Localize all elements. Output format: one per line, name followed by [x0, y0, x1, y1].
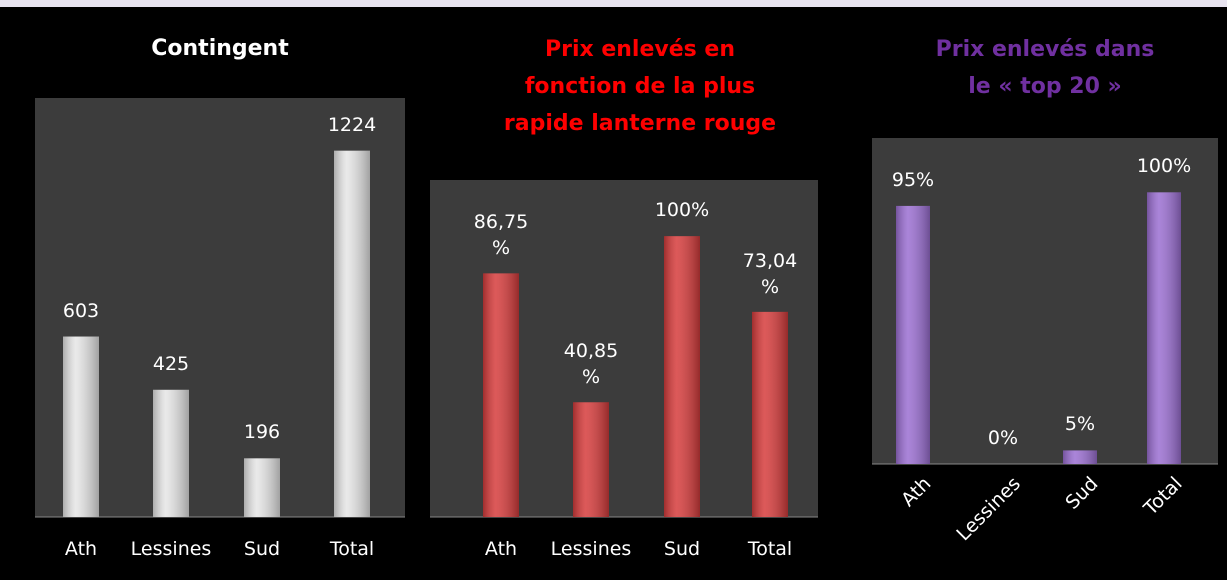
data-label: 196	[243, 421, 281, 444]
x-tick-label: Total	[329, 538, 375, 560]
bar-shade	[483, 273, 519, 517]
bar-shade	[664, 236, 700, 517]
bar-shade	[63, 336, 99, 517]
bar-shade	[573, 402, 609, 517]
x-tick-label: Sud	[243, 538, 281, 560]
data-label: 73,04 %	[742, 249, 798, 298]
data-label: 1224	[327, 113, 377, 136]
data-label: 0%	[987, 427, 1019, 449]
data-label: 5%	[1064, 413, 1096, 436]
data-label: 40,85 %	[563, 340, 619, 388]
x-tick-label: Lessines	[130, 538, 212, 560]
chart-title: Contingent	[151, 36, 289, 61]
bar-shade	[1147, 192, 1181, 465]
x-tick-label: Ath	[64, 538, 98, 560]
x-tick-label: Lessines	[550, 538, 632, 560]
chart-title: Prix enlevés dans le « top 20 »	[935, 37, 1155, 99]
bar-shade	[153, 389, 189, 517]
data-label: 100%	[654, 199, 710, 222]
data-label: 86,75 %	[473, 211, 529, 260]
bar-shade	[1063, 450, 1097, 464]
bar-shade	[896, 205, 930, 464]
data-label: 425	[152, 352, 190, 375]
bar-shade	[334, 150, 370, 517]
data-label: 95%	[891, 168, 935, 191]
x-tick-label: Ath	[484, 538, 518, 560]
data-label: 100%	[1136, 155, 1192, 178]
bar-shade	[752, 311, 788, 517]
x-tick-label: Sud	[663, 538, 701, 560]
top-border	[0, 0, 1227, 7]
data-label: 603	[62, 299, 100, 322]
x-tick-label: Total	[747, 538, 793, 560]
bar-shade	[244, 458, 280, 517]
chart-title: Prix enlevés en fonction de la plus rapi…	[503, 37, 777, 136]
